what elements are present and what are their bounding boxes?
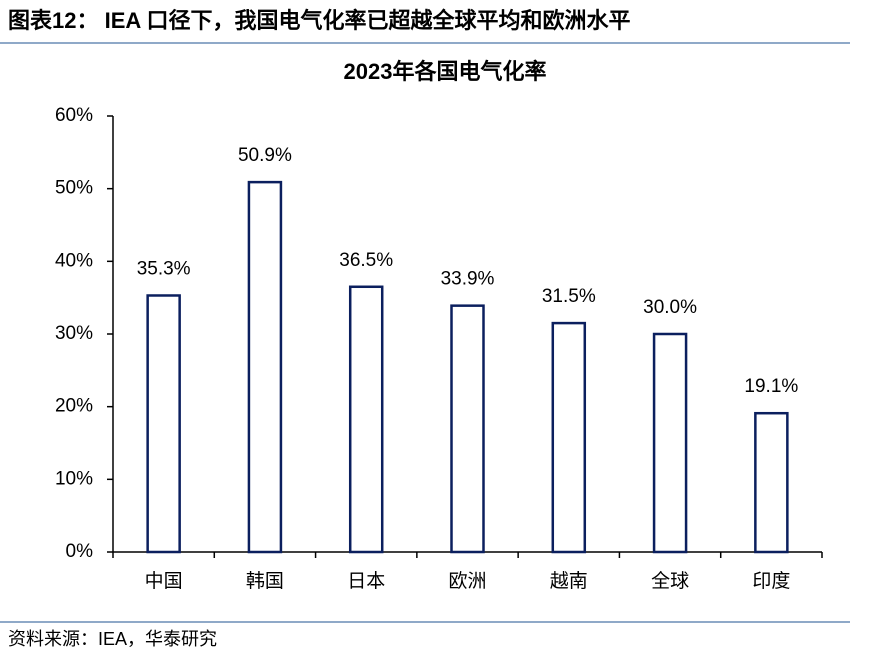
bar	[146, 294, 181, 554]
bar	[348, 285, 384, 554]
x-tick-label: 中国	[145, 570, 183, 592]
x-tick-label: 全球	[651, 570, 689, 592]
x-tick-label: 欧洲	[448, 570, 486, 592]
y-tick-label: 50%	[55, 178, 93, 199]
y-tick-label: 0%	[66, 541, 94, 562]
value-label: 36.5%	[339, 250, 393, 271]
bar	[247, 180, 283, 554]
value-label: 35.3%	[137, 259, 191, 280]
x-tick-label: 日本	[347, 570, 385, 592]
value-label: 50.9%	[238, 145, 292, 166]
y-tick-label: 60%	[55, 105, 93, 126]
figure-title: 图表12： IEA 口径下，我国电气化率已超越全球平均和欧洲水平	[8, 8, 631, 33]
chart-title: 2023年各国电气化率	[344, 59, 547, 84]
bar	[450, 304, 485, 554]
source-note: 资料来源：IEA，华泰研究	[8, 629, 217, 649]
bar	[551, 321, 587, 554]
bar	[754, 411, 789, 554]
value-label: 19.1%	[744, 376, 798, 397]
x-tick-label: 越南	[550, 570, 588, 592]
x-tick-label: 韩国	[246, 570, 284, 592]
y-tick-label: 30%	[55, 323, 93, 344]
bar	[652, 332, 688, 554]
value-label: 33.9%	[441, 269, 495, 290]
y-tick-label: 20%	[55, 396, 93, 417]
value-label: 31.5%	[542, 286, 596, 307]
y-tick-label: 40%	[55, 250, 93, 271]
value-label: 30.0%	[643, 297, 697, 318]
y-tick-label: 10%	[55, 468, 93, 489]
x-tick-label: 印度	[752, 570, 790, 592]
